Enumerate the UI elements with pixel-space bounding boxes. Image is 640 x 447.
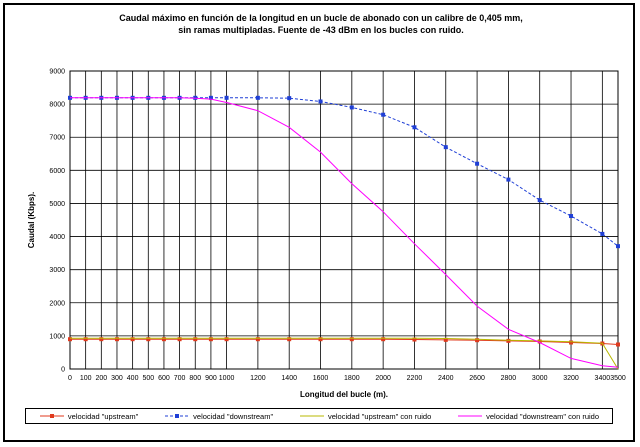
x-tick-label: 1200: [250, 375, 266, 382]
series-1-point: [412, 125, 417, 130]
x-tick-label: 600: [158, 375, 170, 382]
series-0-point: [161, 337, 166, 342]
legend-label: velocidad "downstream": [193, 411, 274, 421]
x-tick-label: 0: [68, 375, 72, 382]
series-0-point: [177, 337, 182, 342]
series-1-point: [537, 198, 542, 203]
series-0-point: [146, 337, 151, 342]
series-0-point: [208, 337, 213, 342]
legend: velocidad "upstream" velocidad "downstrea…: [25, 408, 613, 424]
y-tick-label: 5000: [49, 201, 65, 208]
y-tick-label: 9000: [49, 69, 65, 76]
x-axis-label: Longitud del bucle (m).: [300, 390, 388, 399]
x-tick-label: 2800: [501, 375, 517, 382]
series-1-point: [349, 105, 354, 110]
series-1-point: [224, 95, 229, 100]
x-tick-label: 400: [127, 375, 139, 382]
chart-frame: Caudal máximo en función de la longitud …: [3, 3, 635, 442]
y-axis-label: Caudal (Kbps).: [27, 192, 36, 248]
series-1-point: [475, 161, 480, 166]
x-tick-label: 3500: [610, 375, 626, 382]
series-line-0: [70, 338, 619, 345]
plot-area: 0 100 200 300 400 500 600 700 800 900 1000 1200 1400…: [27, 69, 626, 400]
x-tick-label: 100: [80, 375, 92, 382]
x-tick-label: 900: [205, 375, 217, 382]
series-1-point: [208, 95, 213, 100]
legend-item: velocidad "upstream": [39, 412, 138, 421]
series-1-point: [287, 96, 292, 101]
legend-item: velocidad "upstream" con ruido: [299, 412, 431, 421]
x-tick-label: 2600: [469, 375, 485, 382]
series-0-point: [193, 337, 198, 342]
y-tick-label: 8000: [49, 102, 65, 109]
series-0-point: [68, 337, 72, 342]
series-0-point: [224, 337, 229, 342]
series-1-point: [381, 112, 386, 117]
x-tick-label: 2000: [375, 375, 391, 382]
y-tick-label: 3000: [49, 267, 65, 274]
series-0-point: [114, 337, 119, 342]
series-0-point: [349, 337, 354, 342]
legend-label: velocidad "upstream": [67, 411, 139, 421]
x-tick-label: 3400: [595, 375, 611, 382]
series-1-point: [318, 99, 323, 104]
legend-swatch: [165, 414, 190, 418]
series-0-point: [475, 338, 480, 343]
series-0-point: [99, 337, 104, 342]
series-0-point: [412, 337, 417, 342]
series-1-point: [600, 231, 605, 236]
x-tick-label: 800: [189, 375, 201, 382]
series-0-point: [83, 337, 88, 342]
x-tick-label: 1800: [344, 375, 360, 382]
x-tick-label: 2200: [407, 375, 423, 382]
x-tick-label: 3200: [563, 375, 579, 382]
legend-swatch: [39, 414, 64, 418]
series-0-point: [537, 339, 542, 344]
y-tick-label: 6000: [49, 168, 65, 175]
series-1-point: [569, 214, 574, 219]
x-tick-label: 3000: [532, 375, 548, 382]
plot-background: [69, 70, 619, 370]
y-tick-label: 2000: [49, 300, 65, 307]
x-tick-label: 2400: [438, 375, 454, 382]
legend-item: velocidad "downstream": [164, 412, 273, 421]
x-tick-label: 300: [111, 375, 123, 382]
legend-label: velocidad "downstream" con ruido: [486, 411, 600, 421]
x-tick-label: 1000: [219, 375, 235, 382]
legend-swatch: [299, 415, 324, 417]
x-tick-label: 1600: [313, 375, 329, 382]
series-0-point: [287, 337, 292, 342]
series-0-point: [443, 337, 448, 342]
y-tick-label: 1000: [49, 333, 65, 340]
legend-swatch: [458, 415, 483, 417]
series-1-point: [255, 95, 260, 100]
series-0-point: [569, 340, 574, 345]
legend-item: velocidad "downstream" con ruido: [457, 412, 599, 421]
y-tick-label: 7000: [49, 135, 65, 142]
series-1-point: [506, 177, 511, 182]
y-tick-label: 4000: [49, 234, 65, 241]
series-1-point: [616, 244, 620, 249]
series-0-point: [506, 338, 511, 343]
legend-label: velocidad "upstream" con ruido: [327, 411, 432, 421]
series-line-3: [70, 97, 619, 368]
x-tick-label: 700: [174, 375, 186, 382]
series-0-point: [318, 337, 323, 342]
series-line-2: [70, 337, 619, 370]
series-0-point: [616, 342, 620, 347]
y-tick-label: 0: [61, 367, 65, 374]
x-tick-label: 1400: [281, 375, 297, 382]
x-tick-label: 200: [95, 375, 107, 382]
series-0-point: [130, 337, 135, 342]
series-0-point: [381, 337, 386, 342]
series-0-point: [255, 337, 260, 342]
chart-title: Caudal máximo en función de la longitud …: [119, 13, 523, 35]
x-tick-label: 500: [142, 375, 154, 382]
series-1-point: [443, 145, 448, 150]
